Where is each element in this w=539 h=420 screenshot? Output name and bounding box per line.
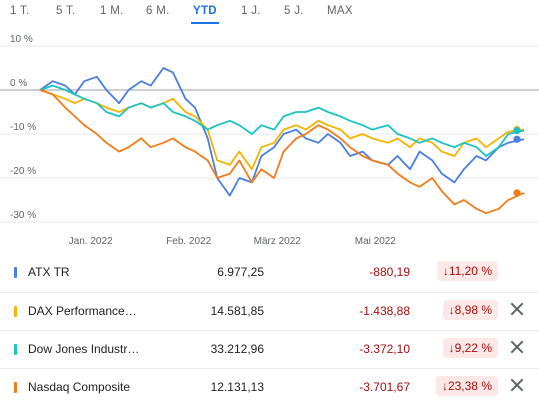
comparison-chart[interactable]: 10 % 0 % -10 % -20 % -30 % Jan. 2022 Feb… (0, 26, 539, 254)
tab-6-months[interactable]: 6 M. (146, 5, 170, 17)
x-tick-label: Jan. 2022 (69, 236, 113, 247)
series-color-swatch (14, 306, 17, 317)
series-end-point-2 (513, 126, 521, 135)
y-tick-label: -30 % (10, 210, 36, 221)
y-tick-label: 10 % (10, 34, 33, 45)
series-change-percent-badge: ↓11,20 % (436, 261, 498, 281)
arrow-down-icon: ↓ (442, 264, 449, 278)
series-price: 14.581,85 (210, 304, 264, 318)
series-change: -3.701,67 (359, 380, 410, 394)
series-color-swatch (14, 344, 17, 355)
x-tick-label: Feb. 2022 (166, 236, 211, 247)
series-line-0 (39, 67, 525, 197)
series-lines (39, 67, 525, 215)
series-name: DAX Performance I… (28, 304, 140, 318)
series-color-swatch (14, 267, 17, 278)
list-item-dow-jones[interactable]: Dow Jones Industri… 33.212,96 -3.372,10 … (0, 330, 539, 369)
series-name: ATX TR (28, 265, 70, 279)
list-item-atx[interactable]: ATX TR 6.977,25 -880,19 ↓11,20 % (0, 254, 539, 292)
remove-comparison-button[interactable] (510, 302, 524, 316)
arrow-down-icon: ↓ (448, 303, 455, 317)
time-range-tabs: 1 T. 5 T. 1 M. 6 M. YTD 1 J. 5 J. MAX (0, 0, 539, 26)
tab-1-day[interactable]: 1 T. (10, 5, 30, 17)
chart-grid (0, 45, 539, 223)
series-price: 12.131,13 (210, 380, 264, 394)
list-item-nasdaq[interactable]: Nasdaq Composite 12.131,13 -3.701,67 ↓23… (0, 368, 539, 407)
tab-5-years[interactable]: 5 J. (284, 5, 304, 17)
y-tick-label: -10 % (10, 122, 36, 133)
series-line-3 (39, 89, 525, 215)
series-color-swatch (14, 382, 17, 393)
tab-max[interactable]: MAX (327, 5, 353, 17)
y-tick-label: 0 % (10, 78, 27, 89)
series-change-percent-badge: ↓23,38 % (435, 376, 498, 396)
x-axis: Jan. 2022 Feb. 2022 März 2022 Mai 2022 (69, 236, 397, 247)
series-name: Nasdaq Composite (28, 380, 131, 394)
series-end-point-3 (513, 189, 521, 197)
tab-5-days[interactable]: 5 T. (56, 5, 76, 17)
series-price: 6.977,25 (217, 265, 264, 279)
series-line-2 (39, 84, 525, 157)
y-tick-label: -20 % (10, 166, 36, 177)
series-name: Dow Jones Industri… (28, 342, 140, 356)
remove-comparison-button[interactable] (510, 340, 524, 354)
series-change: -3.372,10 (359, 342, 410, 356)
y-axis: 10 % 0 % -10 % -20 % -30 % (10, 34, 36, 221)
tab-1-year[interactable]: 1 J. (241, 5, 261, 17)
series-change: -880,19 (369, 265, 410, 279)
x-tick-label: März 2022 (254, 236, 302, 247)
arrow-down-icon: ↓ (441, 379, 448, 393)
series-change-percent-badge: ↓8,98 % (442, 300, 498, 320)
x-tick-label: Mai 2022 (355, 236, 397, 247)
series-price: 33.212,96 (210, 342, 264, 356)
tab-ytd[interactable]: YTD (191, 5, 219, 24)
series-line-1 (39, 89, 525, 171)
arrow-down-icon: ↓ (448, 341, 455, 355)
list-item-dax[interactable]: DAX Performance I… 14.581,85 -1.438,88 ↓… (0, 292, 539, 331)
remove-comparison-button[interactable] (510, 378, 524, 392)
tab-1-month[interactable]: 1 M. (100, 5, 124, 17)
series-end-point-0 (513, 135, 521, 143)
series-change: -1.438,88 (359, 304, 410, 318)
series-change-percent-badge: ↓9,22 % (442, 338, 498, 358)
